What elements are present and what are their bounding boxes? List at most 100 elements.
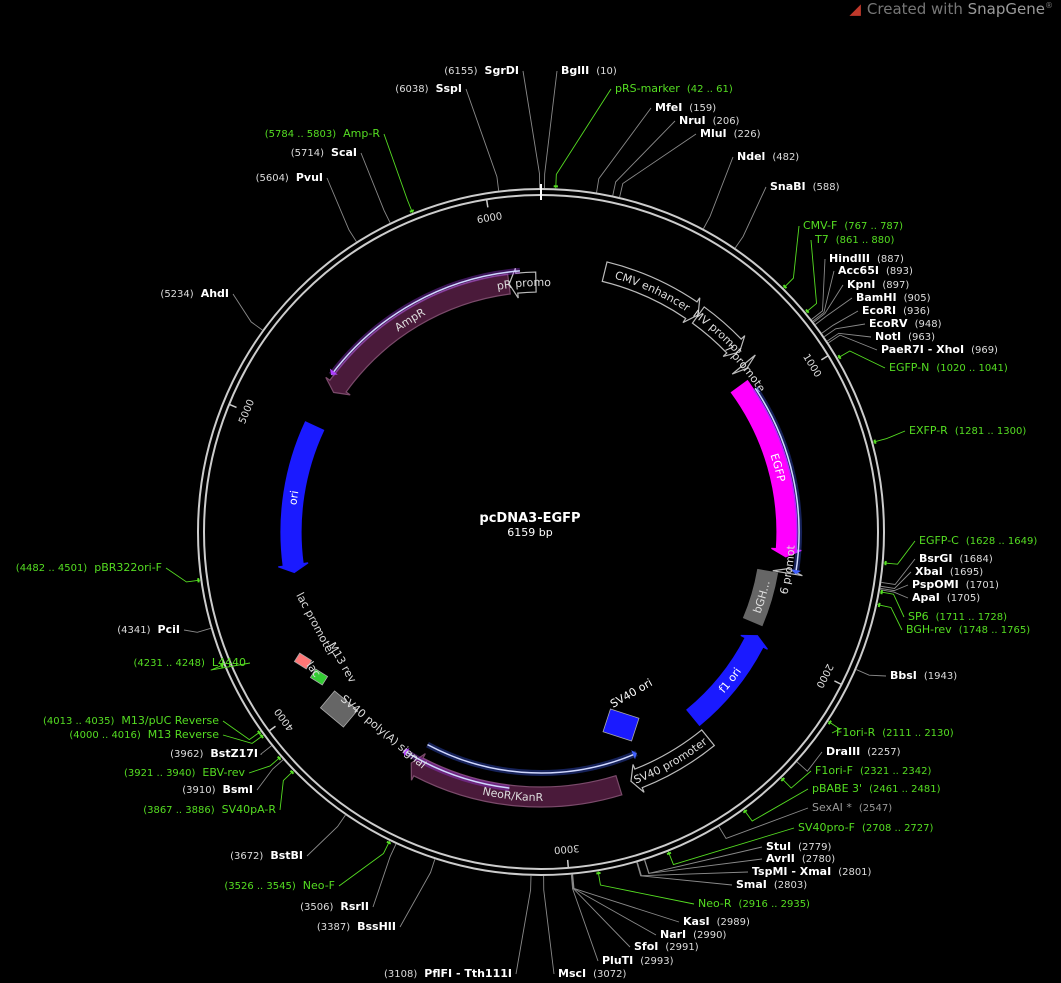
- label-sexai-[interactable]: SexAI * (2547): [812, 801, 892, 814]
- label-bsshii[interactable]: (3387) BssHII: [317, 920, 396, 933]
- label-egfp-n[interactable]: EGFP-N (1020 .. 1041): [889, 361, 1008, 374]
- inner-feature-lac[interactable]: lac: [293, 652, 329, 686]
- site-label-text: HindIII (887): [829, 252, 904, 265]
- label-cmv-f[interactable]: CMV-F (767 .. 787): [803, 219, 903, 232]
- feature-bgh-[interactable]: bGH...: [742, 568, 779, 627]
- label-pluti[interactable]: PluTI (2993): [602, 954, 674, 967]
- feature-shape[interactable]: [325, 273, 511, 396]
- label-sv40pro-f[interactable]: SV40pro-F (2708 .. 2727): [798, 821, 934, 834]
- label-nari[interactable]: NarI (2990): [660, 928, 727, 941]
- feature-shape[interactable]: [730, 379, 802, 558]
- label-sp6[interactable]: SP6 (1711 .. 1728): [908, 610, 1007, 623]
- feature-shape[interactable]: [731, 354, 756, 375]
- label-f1ori-f[interactable]: F1ori-F (2321 .. 2342): [815, 764, 931, 777]
- label-tspmi-xmai[interactable]: TspMI - XmaI (2801): [752, 865, 872, 878]
- feature-shape[interactable]: [742, 568, 779, 627]
- label-sspi[interactable]: (6038) SspI: [395, 82, 462, 95]
- feature-shape[interactable]: [686, 634, 768, 727]
- label-amp-r[interactable]: (5784 .. 5803) Amp-R: [265, 127, 381, 140]
- label-pvui[interactable]: (5604) PvuI: [256, 171, 323, 184]
- inner-feature-sv40-ori[interactable]: SV40 ori: [602, 676, 655, 742]
- label-noti[interactable]: NotI (963): [875, 330, 935, 343]
- label-paer7i-xhoi[interactable]: PaeR7I - XhoI (969): [881, 343, 998, 356]
- label-exfp-r[interactable]: EXFP-R (1281 .. 1300): [909, 424, 1026, 437]
- label-apai[interactable]: ApaI (1705): [912, 591, 980, 604]
- label-acc65i[interactable]: Acc65I (893): [838, 264, 913, 277]
- label-bglii[interactable]: BglII (10): [561, 64, 617, 77]
- label-rsrii[interactable]: (3506) RsrII: [300, 900, 369, 913]
- label-pflfi-tth111i[interactable]: (3108) PflFI - Tth111I: [384, 967, 512, 980]
- label-l4440[interactable]: (4231 .. 4248) L4440: [133, 656, 246, 669]
- inner-feature-sv40-poly-a-signal[interactable]: SV40 poly(A) signal: [319, 690, 429, 771]
- label-bamhi[interactable]: BamHI (905): [856, 291, 931, 304]
- label-ebv-rev[interactable]: (3921 .. 3940) EBV-rev: [124, 766, 245, 779]
- label-ndel[interactable]: Ndel (482): [737, 150, 799, 163]
- feature-shape[interactable]: [630, 729, 716, 793]
- feature-shape[interactable]: [278, 421, 325, 574]
- label-egfp-c[interactable]: EGFP-C (1628 .. 1649): [919, 534, 1037, 547]
- label-msci[interactable]: MscI (3072): [558, 967, 626, 980]
- label-hindiii[interactable]: HindIII (887): [829, 252, 904, 265]
- label-bsrgi[interactable]: BsrGI (1684): [919, 552, 993, 565]
- label-pspomi[interactable]: PspOMI (1701): [912, 578, 999, 591]
- label-ecorv[interactable]: EcoRV (948): [869, 317, 942, 330]
- label-bstz17i[interactable]: (3962) BstZ17I: [170, 747, 258, 760]
- label-pcii[interactable]: (4341) PciI: [117, 623, 180, 636]
- label-sv40pa-r[interactable]: (3867 .. 3886) SV40pA-R: [143, 803, 276, 816]
- label-bsmi[interactable]: (3910) BsmI: [182, 783, 253, 796]
- inner-feature-m13-rev[interactable]: M13 rev: [325, 640, 359, 685]
- label-kpni[interactable]: KpnI (897): [847, 278, 909, 291]
- feature-shape[interactable]: [772, 568, 803, 577]
- feature-shape[interactable]: [410, 753, 623, 808]
- label-bbsi[interactable]: BbsI (1943): [890, 669, 957, 682]
- label-avrii[interactable]: AvrII (2780): [766, 852, 835, 865]
- primer-mark: [197, 578, 200, 583]
- leader-line: [360, 152, 391, 224]
- label-neo-r[interactable]: Neo-R (2916 .. 2935): [698, 897, 810, 910]
- tick-label: 4000: [273, 706, 297, 733]
- primer-mark: [805, 308, 810, 314]
- feature-egfp[interactable]: EGFP: [730, 379, 802, 558]
- label-smai[interactable]: SmaI (2803): [736, 878, 807, 891]
- label-pbr322ori-f[interactable]: (4482 .. 4501) pBR322ori-F: [16, 561, 162, 574]
- site-label-text: XbaI (1695): [915, 565, 983, 578]
- label-ahdi[interactable]: (5234) AhdI: [160, 287, 229, 300]
- label-kasi[interactable]: KasI (2989): [683, 915, 750, 928]
- label-xbai[interactable]: XbaI (1695): [915, 565, 983, 578]
- label-f1ori-r[interactable]: F1ori-R (2111 .. 2130): [836, 726, 954, 739]
- label-snabi[interactable]: SnaBI (588): [770, 180, 840, 193]
- plasmid-name[interactable]: pcDNA3-EGFP: [479, 511, 581, 526]
- site-label-text: KasI (2989): [683, 915, 750, 928]
- label-m13-puc-reverse[interactable]: (4013 .. 4035) M13/pUC Reverse: [43, 714, 219, 727]
- label-draiii[interactable]: DraIII (2257): [826, 745, 901, 758]
- site-label-text: SnaBI (588): [770, 180, 840, 193]
- label-m13-reverse[interactable]: (4000 .. 4016) M13 Reverse: [69, 728, 219, 741]
- label-nrui[interactable]: NruI (206): [679, 114, 740, 127]
- feature-cmv-enhancer[interactable]: CMV enhancer: [601, 261, 701, 324]
- label-stui[interactable]: StuI (2779): [766, 840, 831, 853]
- feature-shape[interactable]: [508, 268, 537, 299]
- label-ecori[interactable]: EcoRI (936): [862, 304, 930, 317]
- label-t7[interactable]: T7 (861 .. 880): [814, 233, 895, 246]
- label-sfoi[interactable]: SfoI (2991): [634, 940, 699, 953]
- feature-ampr[interactable]: AmpR: [325, 273, 511, 396]
- feature-neor-kanr[interactable]: NeoR/KanR: [409, 753, 623, 808]
- label-mlui[interactable]: MluI (226): [700, 127, 761, 140]
- feature-cmv-promoter[interactable]: CMV promoter: [0, 0, 746, 358]
- label-scai[interactable]: (5714) ScaI: [291, 146, 357, 159]
- feature-ori[interactable]: ori: [278, 421, 325, 574]
- label-pbabe-3-[interactable]: pBABE 3' (2461 .. 2481): [812, 782, 941, 795]
- site-label-text: (5234) AhdI: [160, 287, 229, 300]
- feature-ampr-promoter[interactable]: AmpR promoter: [0, 0, 551, 299]
- feature-f1-ori[interactable]: f1 ori: [686, 634, 768, 727]
- inner-feature-label: SV40 ori: [608, 676, 655, 710]
- label-sgrdi[interactable]: (6155) SgrDI: [444, 64, 519, 77]
- label-bstbi[interactable]: (3672) BstBI: [230, 849, 303, 862]
- label-neo-f[interactable]: (3526 .. 3545) Neo-F: [224, 879, 335, 892]
- feature-shape[interactable]: [691, 306, 746, 358]
- feature-sv40-promoter[interactable]: SV40 promoter: [630, 729, 716, 793]
- label-bgh-rev[interactable]: BGH-rev (1748 .. 1765): [906, 623, 1030, 636]
- label-prs-marker[interactable]: pRS-marker (42 .. 61): [615, 82, 733, 95]
- label-mfei[interactable]: MfeI (159): [655, 101, 716, 114]
- primer-mark: [780, 777, 786, 782]
